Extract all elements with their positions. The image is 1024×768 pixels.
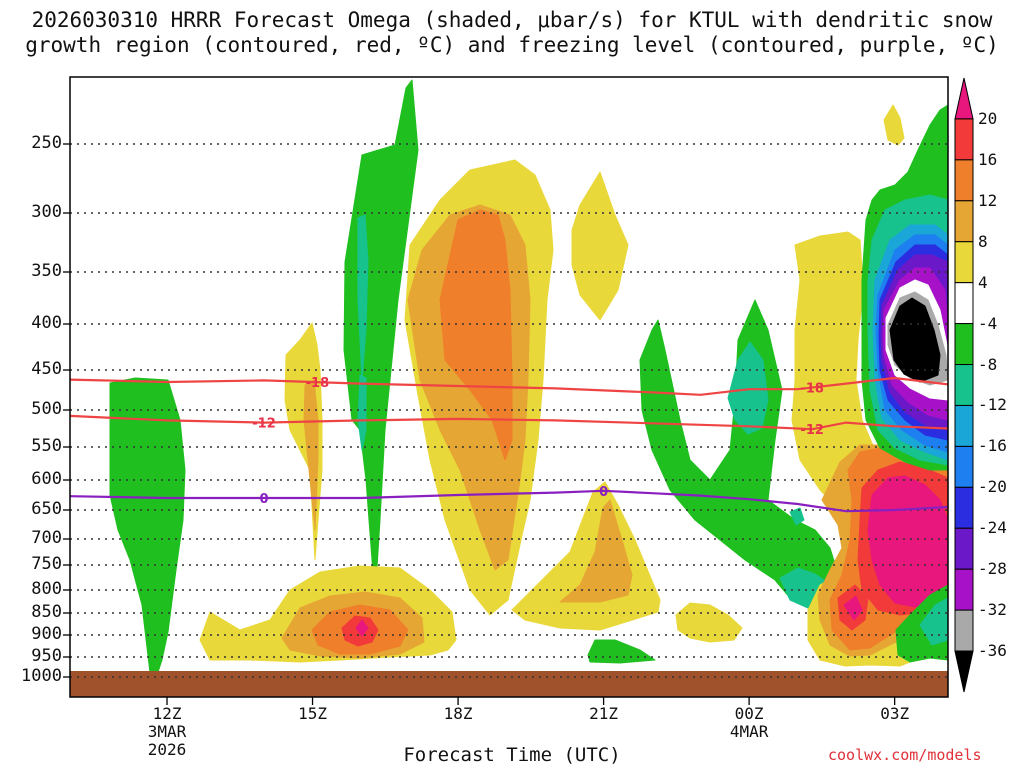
colorbar-band <box>954 486 974 529</box>
colorbar-label: -32 <box>978 600 1007 620</box>
omega-shade-region <box>789 507 805 526</box>
omega-shade-region <box>559 499 633 603</box>
colorbar-band <box>954 445 974 488</box>
contour-label-minus-12C: -12 <box>800 423 824 438</box>
colorbar-band <box>954 609 974 652</box>
contour-label-freezing-0C: 0 <box>260 492 269 507</box>
contour-label-freezing-0C: 0 <box>599 485 608 500</box>
contour-label-minus-18C: -18 <box>800 382 824 397</box>
y-tick-label: 950 <box>31 646 62 666</box>
omega-shade-region <box>343 79 419 601</box>
contour-minus-18C <box>69 376 949 396</box>
colorbar-band <box>954 323 974 366</box>
colorbar-band <box>954 77 974 120</box>
colorbar-band <box>954 282 974 325</box>
colorbar-label: 16 <box>978 149 998 169</box>
omega-shade-region <box>571 171 629 321</box>
omega-shade-region <box>889 297 941 383</box>
omega-shade-region <box>843 595 863 621</box>
x-axis-title: Forecast Time (UTC) <box>403 744 621 766</box>
y-tick-label: 300 <box>31 202 62 222</box>
colorbar-band <box>954 568 974 611</box>
colorbar-band <box>954 241 974 284</box>
x-tick-label: 18Z <box>443 704 473 723</box>
y-tick-label: 850 <box>31 602 62 622</box>
omega-shade-region <box>883 104 905 146</box>
colorbar-label: -16 <box>978 436 1007 456</box>
x-tick-label: 12Z 3MAR 2026 <box>147 704 187 759</box>
omega-shade-region <box>355 619 369 637</box>
colorbar-label: -20 <box>978 477 1007 497</box>
y-tick-label: 750 <box>31 554 62 574</box>
colorbar-label: 8 <box>978 231 988 251</box>
colorbar-band <box>954 159 974 202</box>
y-tick-label: 550 <box>31 436 62 456</box>
y-tick-label: 400 <box>31 313 62 333</box>
omega-shade-region <box>357 374 367 451</box>
y-tick-label: 500 <box>31 399 62 419</box>
colorbar-label: -36 <box>978 641 1007 661</box>
omega-shade-region <box>919 597 948 646</box>
colorbar-label: 12 <box>978 190 998 210</box>
colorbar-label: -24 <box>978 518 1007 538</box>
omega-shade-region <box>109 377 186 691</box>
y-tick-label: 1000 <box>21 666 62 686</box>
contour-label-minus-12C: -12 <box>252 417 276 432</box>
y-tick-label: 700 <box>31 528 62 548</box>
omega-shade-region <box>587 639 656 664</box>
colorbar-band <box>954 364 974 406</box>
omega-shade-region <box>727 341 769 435</box>
colorbar-label: 4 <box>978 272 988 292</box>
chart-title-line1: 2026030310 HRRR Forecast Omega (shaded, … <box>31 8 993 32</box>
omega-shade-region <box>439 209 513 461</box>
y-tick-label: 600 <box>31 469 62 489</box>
omega-shade-region <box>511 481 661 631</box>
x-tick-label: 21Z <box>589 704 619 723</box>
plot-frame <box>69 76 949 698</box>
x-tick-label: 03Z <box>880 704 910 723</box>
colorbar-band <box>954 118 974 161</box>
omega-shade-region <box>303 379 319 531</box>
omega-shade-region <box>357 214 369 381</box>
colorbar-label: -28 <box>978 559 1007 579</box>
ground-surface <box>70 671 948 697</box>
y-tick-label: 900 <box>31 624 62 644</box>
colorbar-band <box>954 650 974 693</box>
colorbar-band <box>954 527 974 570</box>
y-tick-label: 350 <box>31 261 62 281</box>
omega-shade-region <box>675 602 743 643</box>
chart-title-line2: growth region (contoured, red, ºC) and f… <box>25 33 999 57</box>
colorbar-label: -12 <box>978 395 1007 415</box>
y-tick-label: 650 <box>31 499 62 519</box>
y-tick-label: 250 <box>31 133 62 153</box>
colorbar-band <box>954 404 974 447</box>
y-tick-label: 800 <box>31 579 62 599</box>
x-tick-label: 00Z 4MAR <box>729 704 769 741</box>
contour-label-minus-18C: -18 <box>306 376 330 391</box>
colorbar-label: 20 <box>978 108 998 128</box>
colorbar-band <box>954 200 974 243</box>
colorbar-label: -4 <box>978 313 998 333</box>
contour-freezing-0C <box>69 489 949 513</box>
contour-minus-12C <box>69 414 949 431</box>
credit-text: coolwx.com/models <box>828 746 982 764</box>
shaded-omega-layer <box>109 79 948 691</box>
colorbar-label: -8 <box>978 354 998 374</box>
x-tick-label: 15Z <box>298 704 327 723</box>
y-tick-label: 450 <box>31 359 62 379</box>
